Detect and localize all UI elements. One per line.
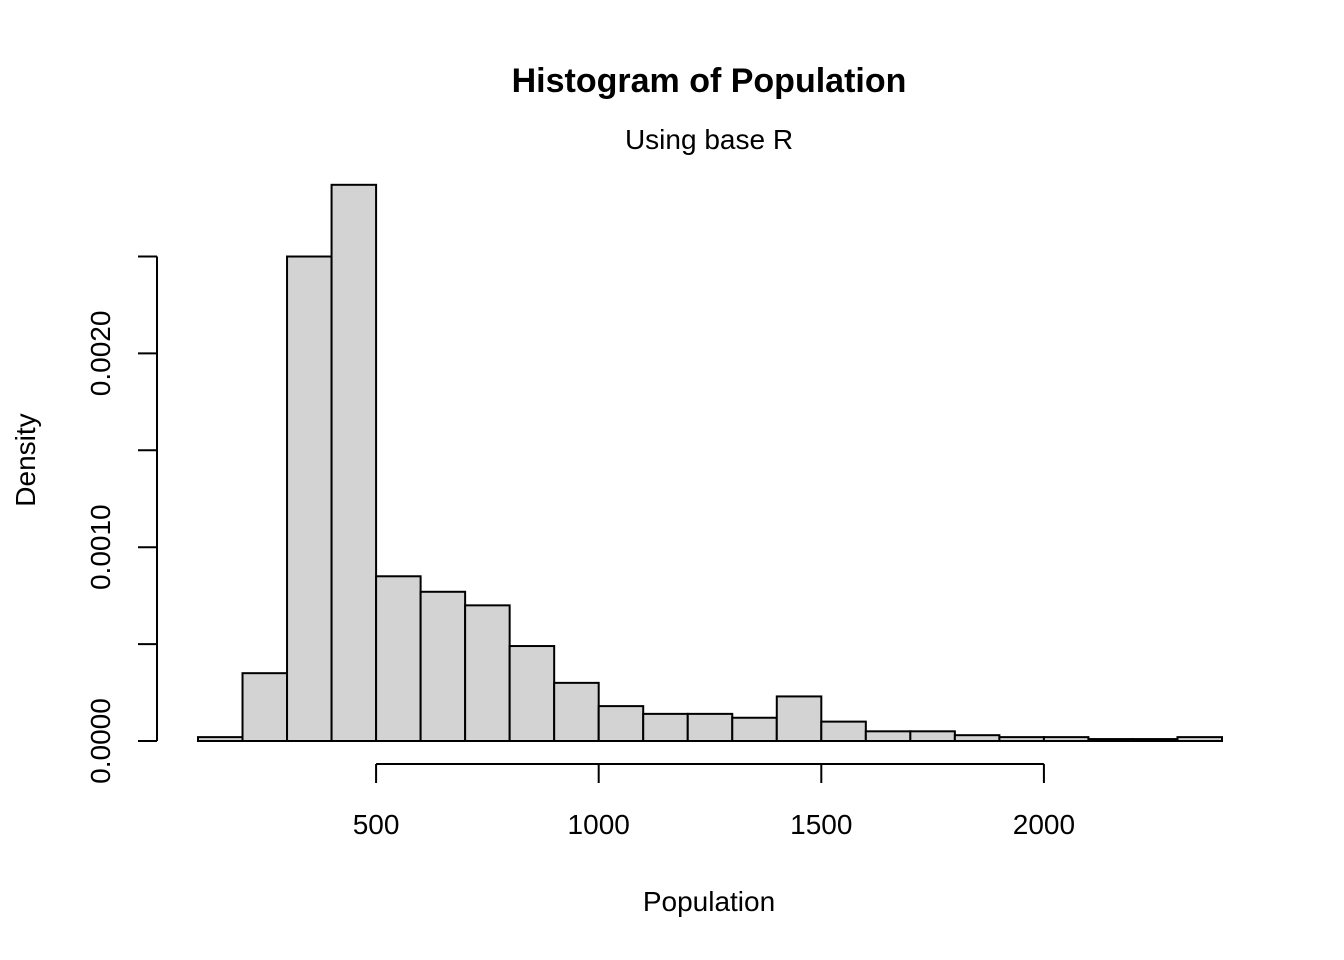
histogram-bar — [419, 590, 467, 742]
y-tick-label: 0.0010 — [85, 504, 116, 590]
histogram-bar — [375, 575, 422, 743]
x-axis: 500 1000 1500 2000 — [353, 763, 1075, 840]
x-tick-label: 1000 — [568, 809, 630, 840]
x-tick-label: 1500 — [790, 809, 852, 840]
histogram-bar — [553, 681, 600, 742]
histogram-bar — [597, 705, 645, 743]
histogram-bar — [775, 695, 823, 743]
histogram-bar — [642, 712, 689, 742]
y-tick-label: 0.0020 — [85, 311, 116, 397]
histogram-bar — [953, 734, 1001, 743]
histogram-bar — [508, 645, 556, 742]
histogram-bar — [820, 720, 867, 742]
histogram-bar — [1131, 738, 1179, 743]
histogram-bar — [686, 712, 734, 742]
chart-title: Histogram of Population — [512, 62, 907, 100]
histogram-bar — [909, 730, 956, 743]
x-axis-label: Population — [643, 886, 775, 917]
histogram-bar — [241, 672, 289, 743]
x-tick-label: 500 — [353, 809, 400, 840]
histogram-bar — [731, 716, 778, 742]
histogram-bar — [464, 604, 511, 743]
bars-group — [197, 183, 1224, 743]
histogram-bar — [286, 255, 333, 742]
histogram-bar — [197, 736, 244, 743]
histogram-bar — [998, 736, 1045, 743]
y-axis: 0.0000 0.0010 0.0020 — [85, 255, 158, 784]
y-axis-label: Density — [10, 413, 41, 506]
chart-subtitle: Using base R — [625, 124, 793, 155]
histogram-bar — [330, 183, 378, 743]
y-tick-label: 0.0000 — [85, 698, 116, 784]
histogram-bar — [1042, 736, 1090, 743]
histogram-bar — [1087, 738, 1134, 743]
x-tick-label: 2000 — [1013, 809, 1075, 840]
histogram-bar — [864, 730, 912, 743]
histogram-bar — [1176, 736, 1224, 743]
